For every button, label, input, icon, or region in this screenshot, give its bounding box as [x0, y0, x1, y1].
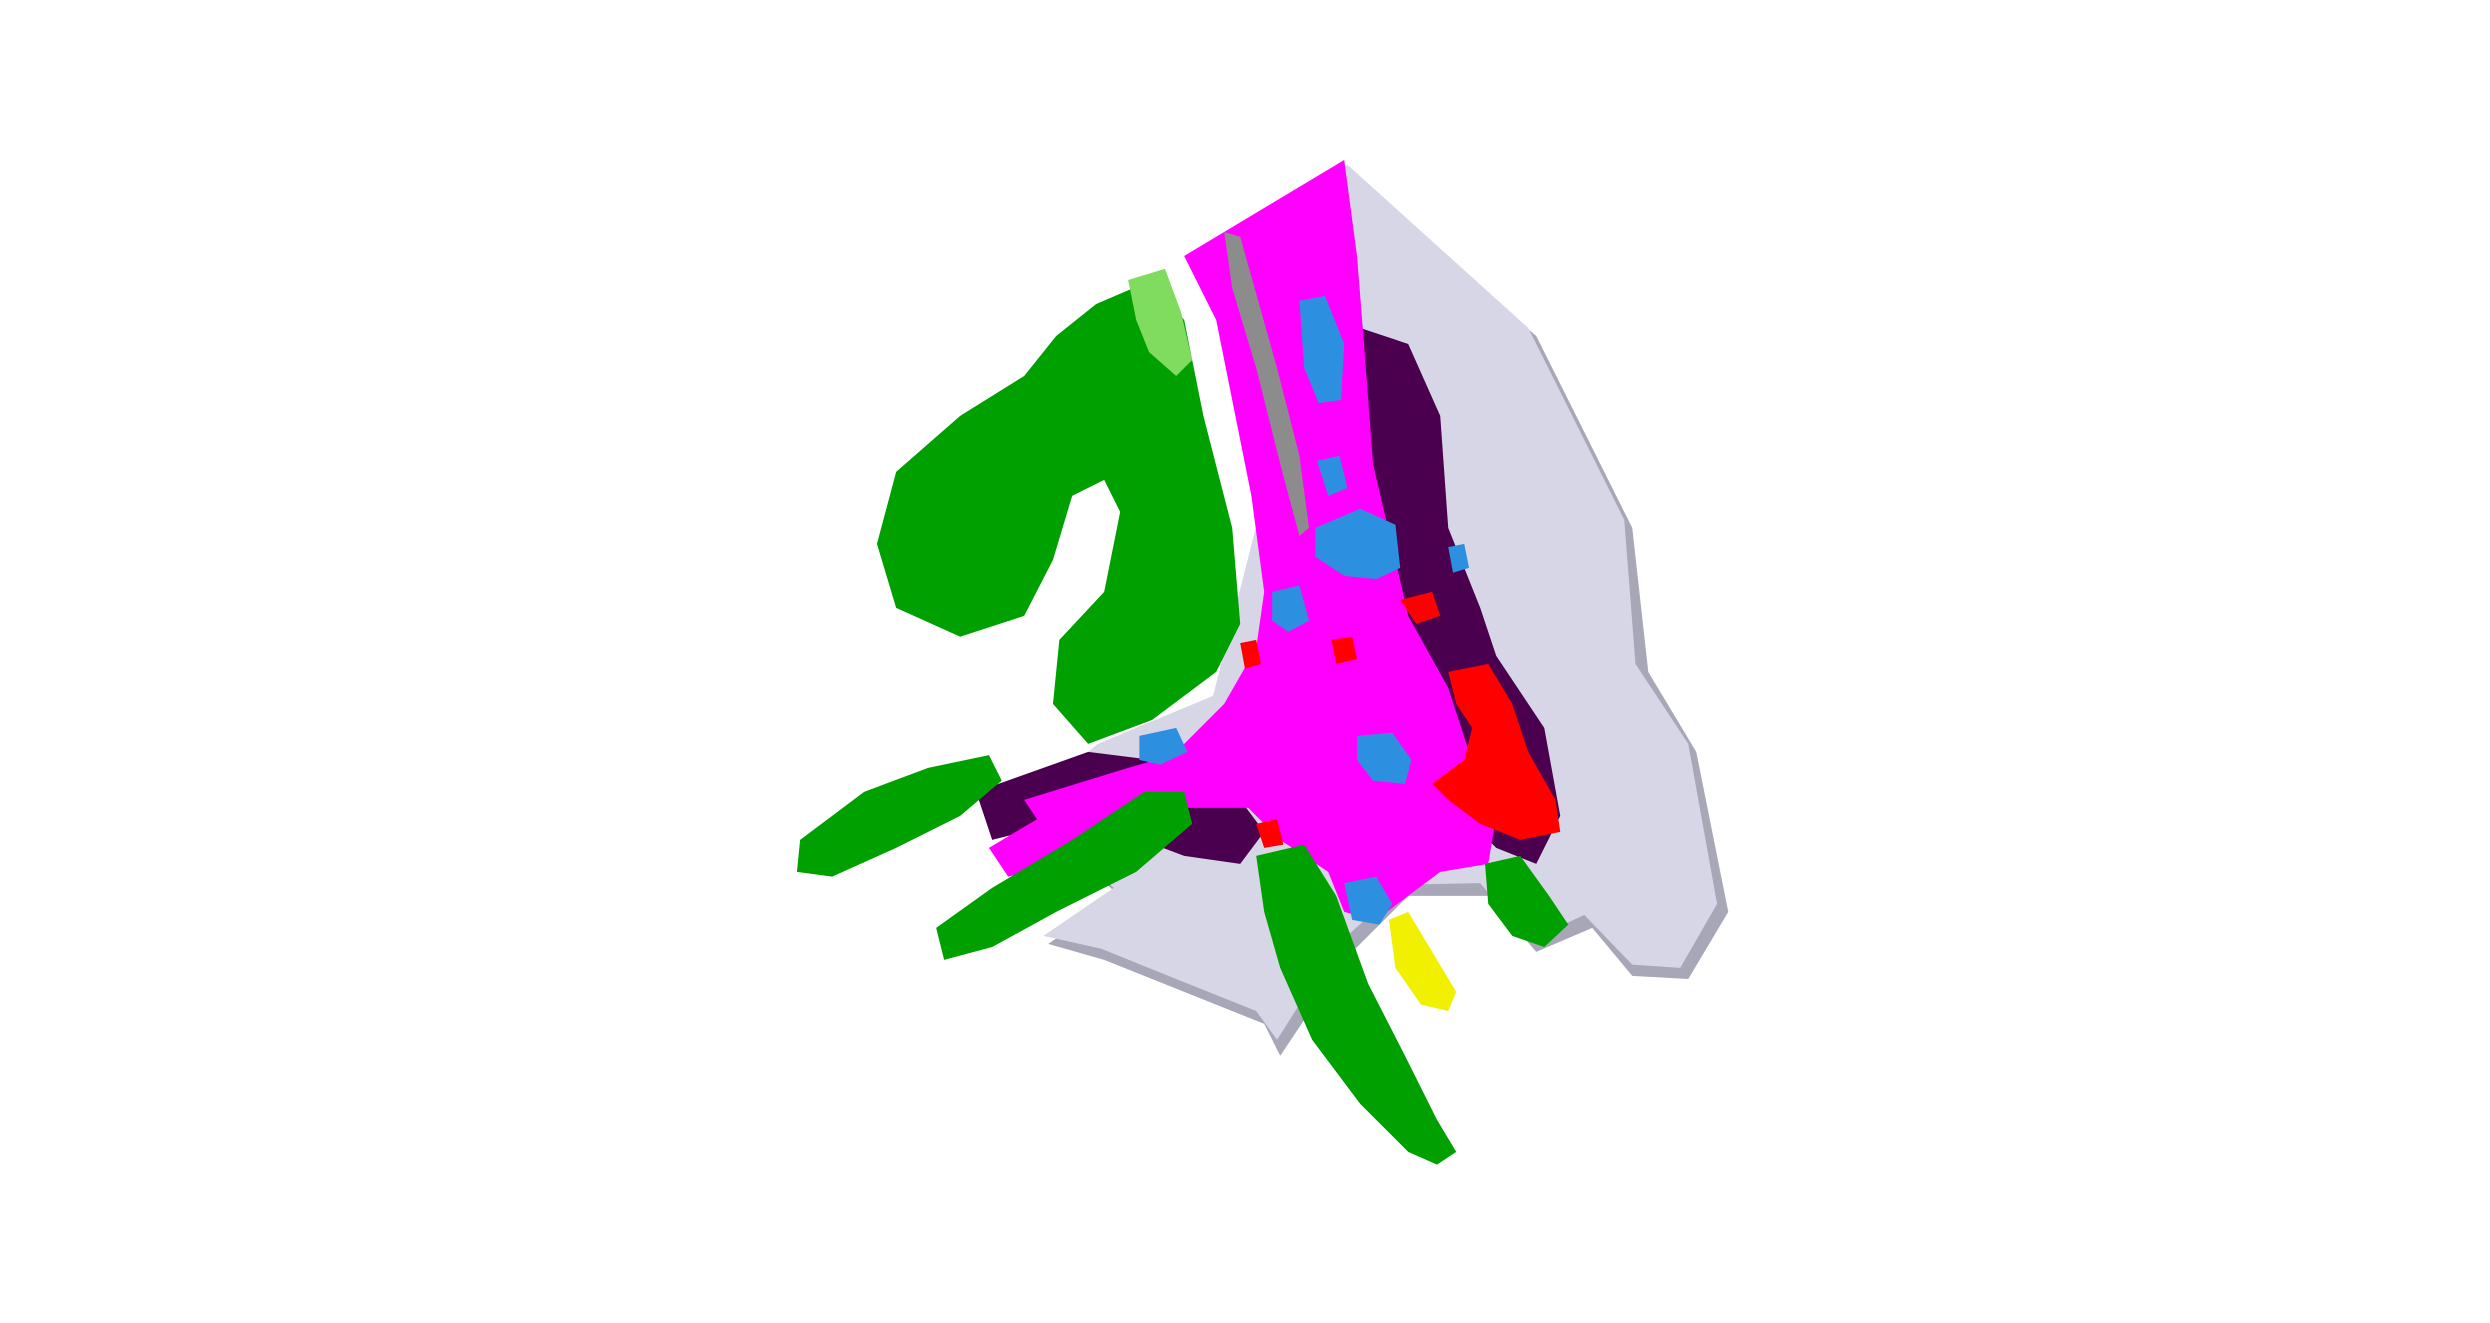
- tree-hook: [876, 279, 1241, 744]
- persons: [1240, 591, 1561, 848]
- car-2: [1317, 455, 1348, 496]
- person-3: [1400, 591, 1441, 624]
- car-4: [1272, 585, 1310, 632]
- traffic-sign: [1389, 911, 1457, 1012]
- car-1: [1299, 295, 1345, 404]
- hedge-west-1: [796, 755, 1002, 877]
- pole-strip: [1224, 231, 1310, 536]
- vegetation-region: [796, 268, 1569, 1165]
- road-surface: [988, 159, 1497, 920]
- person-4: [1256, 819, 1284, 848]
- cars: [1139, 295, 1470, 925]
- road-branch-west: [1024, 727, 1249, 824]
- sign-shape: [1389, 911, 1457, 1012]
- road-region: [988, 159, 1497, 920]
- car-5: [1357, 732, 1412, 784]
- tree-light-cluster: [1128, 268, 1193, 376]
- bush-southeast: [1485, 855, 1569, 948]
- car-7: [1344, 876, 1393, 925]
- pole-stripe: [1224, 231, 1310, 536]
- car-6: [1139, 727, 1188, 765]
- person-1: [1331, 636, 1358, 664]
- car-8: [1448, 543, 1470, 573]
- person-2: [1240, 639, 1262, 669]
- person-cluster-east: [1432, 663, 1561, 840]
- tree-south: [1256, 844, 1457, 1165]
- hedge-west-2: [936, 791, 1193, 960]
- car-3: [1315, 508, 1401, 580]
